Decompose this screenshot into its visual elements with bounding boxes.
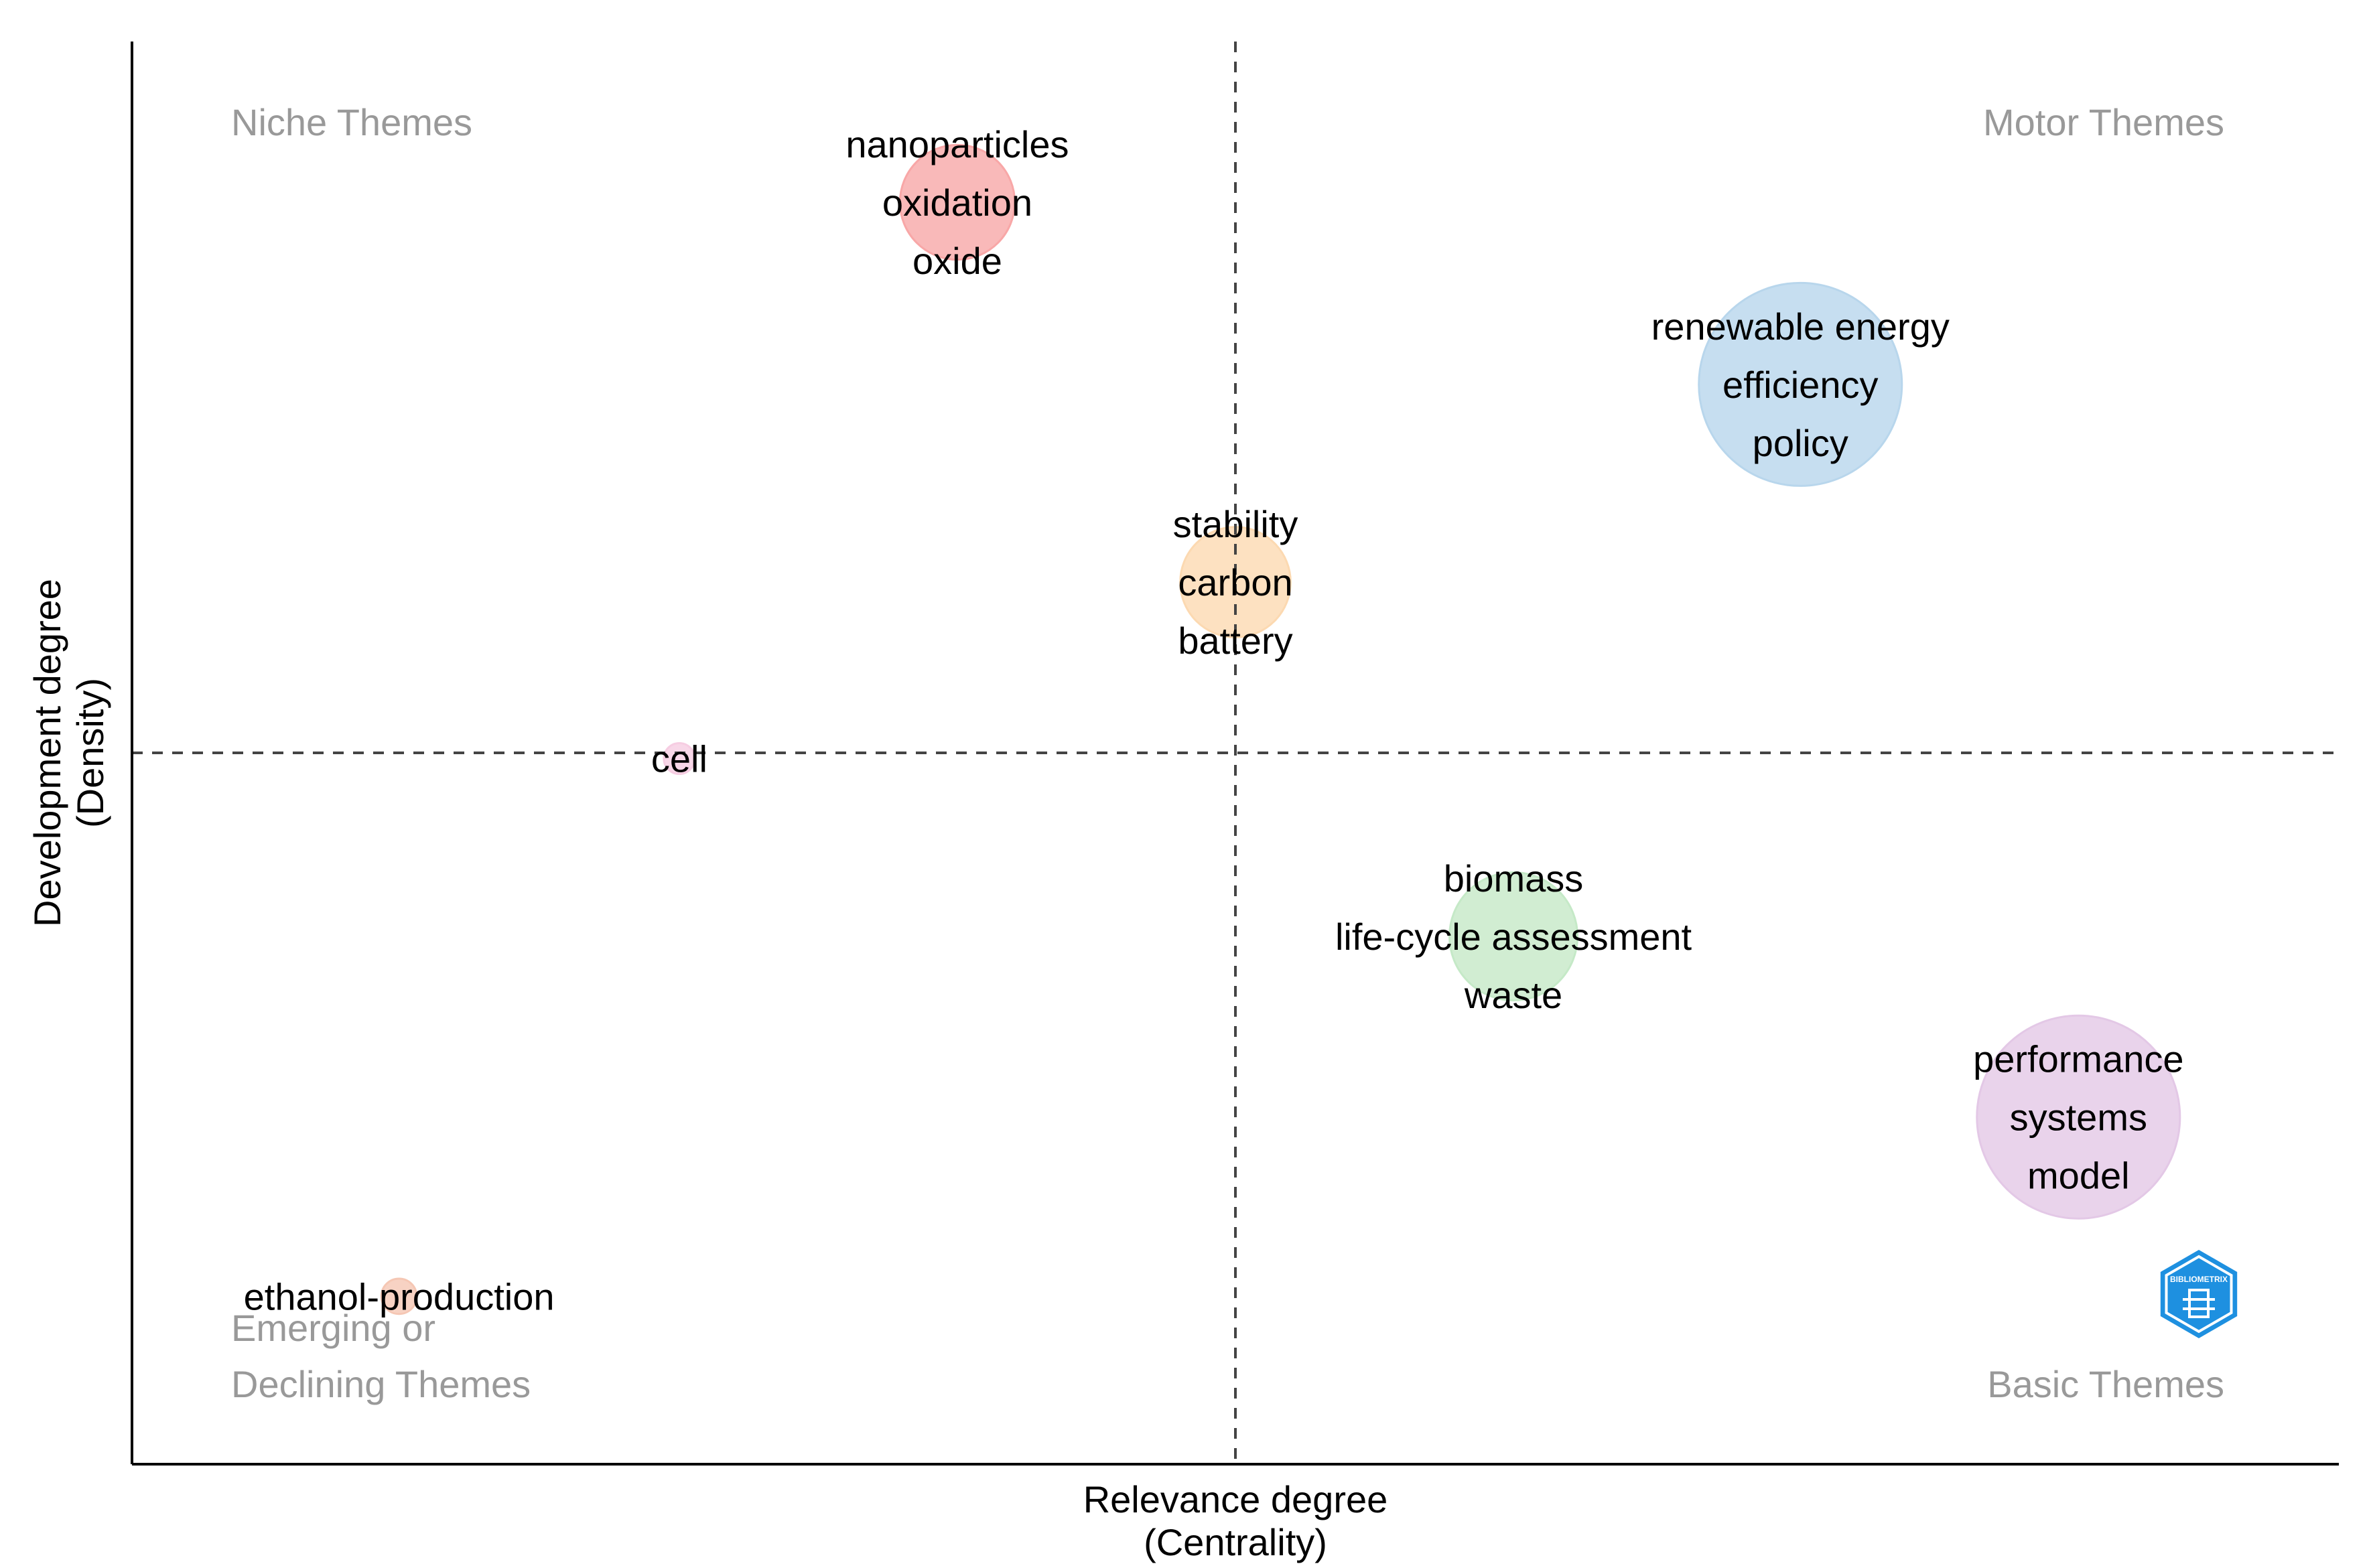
cluster-bubble-ethanol-production [380,1277,418,1315]
cluster-label-oxide: oxide [912,240,1002,282]
quadrant-label-basic: Basic Themes [1987,1363,2224,1405]
cluster-label-systems: systems [2010,1096,2147,1139]
cluster-label-waste: waste [1464,974,1562,1016]
cluster-label-nanoparticles: nanoparticles [845,123,1069,165]
cluster-label-performance: performance [1973,1038,2183,1080]
cluster-bubble-cell [663,741,696,776]
x-axis-title-line-1: Relevance degree [1083,1478,1388,1520]
quadrant-label-niche: Niche Themes [231,101,472,143]
axes [131,42,2339,1466]
quadrant-label-emerging-line-2: Declining Themes [231,1363,531,1405]
quadrant-labels: Niche Themes Motor Themes Emerging or Decli… [231,101,2224,1405]
y-axis-title-line-1: Development degree [26,579,68,927]
cluster-label-carbon: carbon [1178,561,1292,603]
quadrant-label-motor: Motor Themes [1983,101,2224,143]
cluster-bubble-biomass [1448,871,1579,1002]
logo-hexagon [2160,1250,2238,1338]
logo-text: BIBLIOMETRIX [2170,1275,2228,1284]
cluster-label-policy: policy [1753,422,1848,464]
cluster-label-oxidation: oxidation [882,182,1032,224]
logo-hexagon-inner [2165,1255,2233,1334]
quadrant-dividers [132,42,2339,1464]
cluster-labels: nanoparticles oxidation oxide renewable ene… [244,123,2184,1317]
x-axis-title-line-2: (Centrality) [1144,1521,1327,1563]
cluster-label-ethanol-production: ethanol-production [244,1275,555,1317]
cluster-label-cell: cell [651,737,707,780]
cluster-label-biomass: biomass [1444,857,1584,900]
cluster-label-battery: battery [1178,620,1292,662]
axis-titles: Relevance degree(Centrality) Development … [26,579,1387,1563]
cluster-label-renewable-energy: renewable energy [1651,305,1950,348]
quadrant-label-emerging-line-1: Emerging or [231,1307,435,1349]
y-axis-title-line-2: (Density) [69,678,111,828]
logo-tower-icon [2188,1289,2210,1318]
bubbles-layer [380,143,2181,1315]
cluster-label-life-cycle-assessment: life-cycle assessment [1335,916,1692,958]
cluster-bubble-nanoparticles [898,143,1016,261]
cluster-label-stability: stability [1173,503,1298,545]
cluster-bubble-performance [1976,1014,2181,1220]
cluster-label-efficiency: efficiency [1722,364,1878,406]
cluster-bubble-renewable-energy [1698,281,1903,487]
cluster-label-model: model [2027,1155,2130,1197]
bibliometrix-logo: BIBLIOMETRIX [2160,1250,2238,1338]
